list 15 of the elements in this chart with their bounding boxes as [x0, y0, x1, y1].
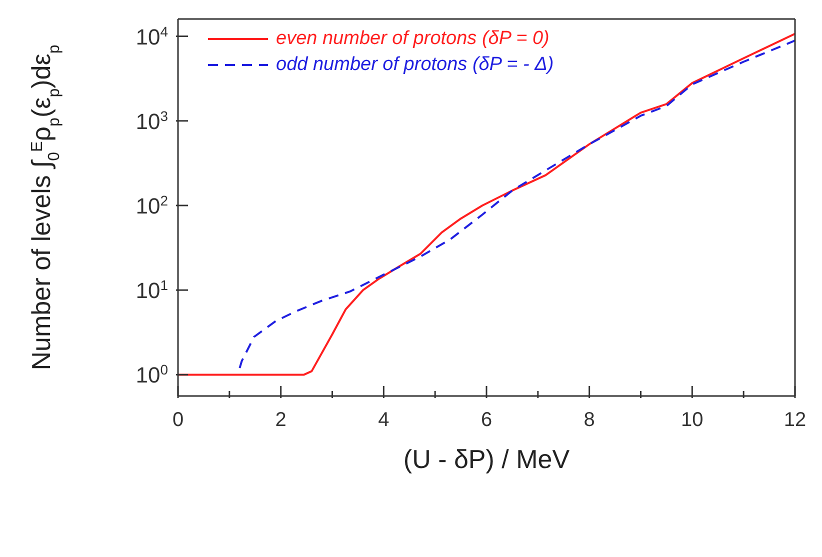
- y-tick-label: 10$^{1}$: [136, 277, 168, 304]
- legend-label: odd number of protons (δP = - Δ): [276, 53, 554, 77]
- legend-label: even number of protons (δP = 0): [276, 27, 550, 51]
- x-tick-label: 2: [275, 409, 286, 431]
- x-tick-label: 0: [172, 409, 184, 431]
- y-tick-label: 10$^{0}$: [136, 362, 168, 388]
- x-axis-title: (U - δP) / MeV: [403, 444, 570, 474]
- x-tick-label: 10: [681, 409, 704, 431]
- y-tick-label: 10$^{4}$: [136, 23, 168, 50]
- x-tick-label: 6: [480, 409, 492, 431]
- x-tick-label: 12: [784, 409, 806, 431]
- x-tick-label: 8: [584, 409, 595, 431]
- y-tick-label: 10$^{2}$: [136, 192, 168, 218]
- x-tick-label: 4: [378, 409, 390, 431]
- y-tick-label: 10$^{3}$: [136, 108, 168, 134]
